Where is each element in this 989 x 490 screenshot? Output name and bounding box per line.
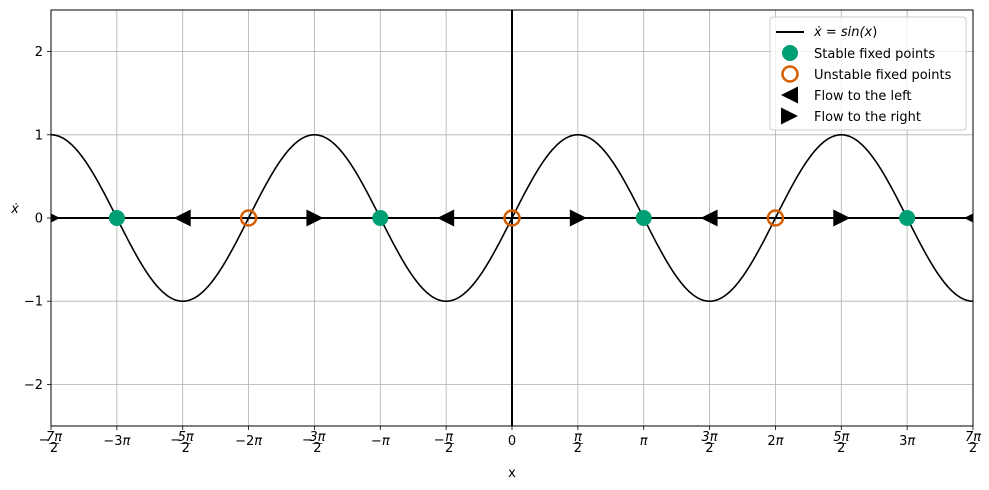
x-tick-label-numerator: 3π <box>702 430 718 445</box>
x-tick-label: 5π2 <box>833 430 849 456</box>
x-tick-label-pi: π <box>123 434 131 449</box>
legend-stable-swatch <box>782 45 798 61</box>
x-tick-label-text: −2π <box>235 434 262 449</box>
axis-layer <box>51 10 973 426</box>
x-tick-label-minus: − <box>434 433 445 448</box>
x-tick-label-pi: π <box>907 434 915 449</box>
x-tick-label-coef: 3 <box>899 434 907 449</box>
x-tick-label-denominator: 2 <box>313 441 321 456</box>
x-tick-label-pi: π <box>776 434 784 449</box>
y-tick-label: −2 <box>24 378 43 393</box>
stable-fixed-point <box>372 210 389 226</box>
legend-right-label: Flow to the right <box>814 110 921 125</box>
x-tick-label-minus: − <box>170 433 181 448</box>
legend-stable-label: Stable fixed points <box>814 47 935 62</box>
stable-fixed-point <box>899 210 916 226</box>
x-tick-label-denominator: 2 <box>574 441 582 456</box>
tick-layer: −7π2 −3π −5π2 −2π −3π2 −π − π2 0 π2 π 3π2 2π 5π2 3π 7π2… <box>24 45 981 456</box>
legend-curve-label: ẋ = sin(x) <box>813 25 877 40</box>
x-tick-label: 0 <box>508 434 516 449</box>
x-tick-label-numerator: 3π <box>309 430 325 445</box>
flow-right-marker <box>51 213 60 223</box>
legend-left-label: Flow to the left <box>814 89 912 104</box>
x-axis-label: x <box>508 466 516 481</box>
y-tick-label: 1 <box>35 128 43 143</box>
marker-layer <box>51 209 973 227</box>
x-tick-label-coef: 2 <box>767 434 775 449</box>
unstable-fixed-point <box>766 209 785 227</box>
legend-curve-label-var: x <box>864 25 873 40</box>
stable-fixed-point <box>108 210 125 226</box>
x-tick-label-minus: − <box>39 433 50 448</box>
x-tick-label-text: 3π <box>899 434 915 449</box>
y-axis-label: ẋ <box>10 202 19 217</box>
legend-curve-label-pre: ẋ = sin( <box>813 25 865 40</box>
x-tick-label-minus: − <box>302 433 313 448</box>
x-tick-label-numerator: 7π <box>965 430 981 445</box>
x-tick-label-numerator: 5π <box>178 430 194 445</box>
x-tick-label: −π <box>371 434 390 449</box>
x-tick-label: − π2 <box>434 430 455 456</box>
x-tick-label-text: 2π <box>767 434 783 449</box>
y-tick-label: 0 <box>35 212 43 227</box>
flow-left-marker <box>700 209 718 227</box>
x-tick-label: π2 <box>572 430 583 456</box>
legend-curve-label-post: ) <box>872 25 877 40</box>
clipped-markers <box>51 209 973 227</box>
flow-right-marker <box>306 209 324 227</box>
unstable-fixed-point <box>503 209 521 227</box>
x-tick-label: 3π <box>899 434 915 449</box>
x-tick-label-numerator: π <box>445 430 453 445</box>
legend-left-arrow-icon <box>781 86 798 104</box>
x-tick-label-denominator: 2 <box>182 441 190 456</box>
x-tick-label: −3π <box>103 434 130 449</box>
x-tick-label: −3π2 <box>302 430 326 456</box>
x-tick-label: 2π <box>767 434 783 449</box>
x-tick-label-text: −π <box>371 434 390 449</box>
x-tick-label-denominator: 2 <box>837 441 845 456</box>
x-tick-label-pi: π <box>640 434 648 449</box>
x-tick-label-denominator: 2 <box>445 441 453 456</box>
x-tick-label-numerator: 7π <box>46 430 62 445</box>
legend-unstable-label: Unstable fixed points <box>814 68 952 83</box>
x-tick-label: 7π2 <box>965 430 981 456</box>
x-tick-label-coef: −3 <box>103 434 122 449</box>
legend-unstable-swatch <box>781 65 799 83</box>
legend: ẋ = sin(x) Stable fixed points Unstable … <box>769 16 967 131</box>
x-tick-label-coef: −2 <box>235 434 254 449</box>
x-tick-label: 3π2 <box>702 430 718 456</box>
x-tick-label: −7π2 <box>39 430 63 456</box>
unstable-fixed-point <box>239 209 258 227</box>
x-tick-label: −5π2 <box>170 430 194 456</box>
legend-box <box>769 16 967 131</box>
legend-right-arrow-icon <box>781 107 798 125</box>
x-tick-label: π <box>640 434 648 449</box>
y-tick-label: −1 <box>24 295 43 310</box>
flow-right-marker <box>833 209 851 227</box>
x-tick-label-pi: π <box>382 434 390 449</box>
x-tick-label-pi: π <box>254 434 262 449</box>
x-tick-label-denominator: 2 <box>705 441 713 456</box>
flow-left-marker <box>964 213 973 223</box>
x-tick-label-text: π <box>640 434 648 449</box>
y-tick-label: 2 <box>35 45 43 60</box>
x-tick-label-numerator: π <box>574 430 582 445</box>
flow-right-marker <box>569 209 587 227</box>
x-tick-label-text: 0 <box>508 434 516 449</box>
x-tick-label-numerator: 5π <box>833 430 849 445</box>
x-tick-label-denominator: 2 <box>50 441 58 456</box>
x-tick-label-coef: − <box>371 434 382 449</box>
flow-left-marker <box>437 209 455 227</box>
x-tick-label-text: −3π <box>103 434 130 449</box>
x-tick-label: −2π <box>235 434 262 449</box>
flow-left-marker <box>173 209 191 227</box>
stable-fixed-point <box>635 210 652 226</box>
x-tick-label-denominator: 2 <box>969 441 977 456</box>
